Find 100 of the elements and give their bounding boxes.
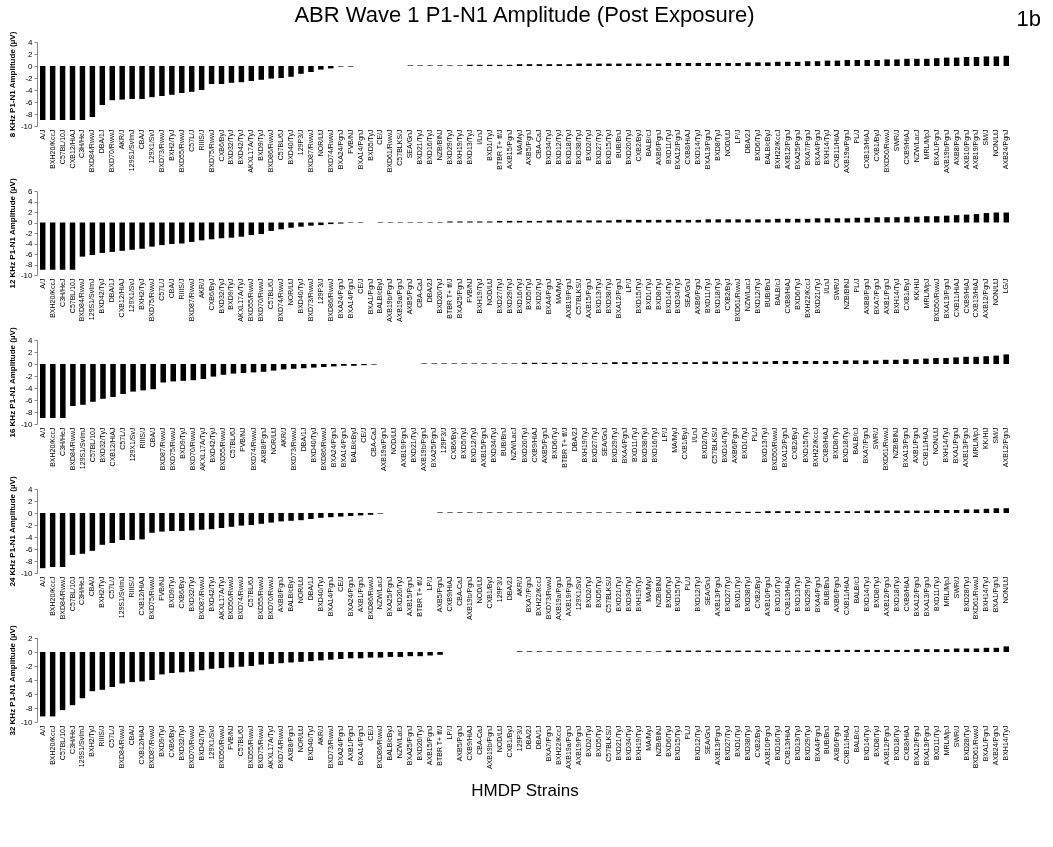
bar bbox=[248, 66, 255, 81]
bar bbox=[963, 356, 969, 364]
bar bbox=[268, 222, 274, 231]
bar bbox=[775, 61, 781, 66]
y-tick-label: -2 bbox=[25, 228, 34, 238]
bar bbox=[873, 360, 879, 364]
bar bbox=[150, 364, 156, 390]
y-tick-label: -6 bbox=[25, 97, 34, 107]
bar bbox=[785, 218, 791, 223]
bar bbox=[298, 66, 304, 74]
bar bbox=[278, 222, 284, 230]
y-tick-label: -10 bbox=[20, 568, 34, 578]
bar bbox=[894, 59, 900, 66]
bar bbox=[258, 66, 264, 80]
bar bbox=[993, 355, 999, 364]
bar bbox=[288, 222, 294, 228]
bar bbox=[814, 218, 821, 223]
bar bbox=[596, 220, 602, 223]
bar bbox=[842, 360, 849, 364]
bar bbox=[715, 219, 721, 223]
bar bbox=[745, 219, 751, 223]
y-tick-label: -8 bbox=[25, 703, 34, 713]
bar bbox=[208, 66, 215, 84]
y-tick-label: -8 bbox=[25, 407, 34, 417]
y-tick-label: 2 bbox=[28, 496, 34, 506]
bar bbox=[268, 66, 274, 79]
bar bbox=[100, 364, 106, 399]
y-tick-label: -8 bbox=[25, 556, 34, 566]
bar bbox=[278, 66, 284, 78]
y-axis-title: 12 KHz P1-N1 Amplitude (µV) bbox=[7, 178, 17, 289]
y-tick-label: -6 bbox=[25, 544, 34, 554]
bar bbox=[160, 364, 166, 383]
bar bbox=[230, 364, 237, 374]
bar bbox=[973, 356, 979, 364]
bar bbox=[260, 364, 267, 372]
bar bbox=[914, 58, 920, 66]
bar bbox=[715, 63, 721, 66]
bar bbox=[732, 361, 739, 364]
bar bbox=[655, 219, 662, 223]
bar bbox=[159, 222, 165, 246]
bar bbox=[844, 60, 851, 66]
bar bbox=[328, 66, 334, 69]
bar bbox=[159, 66, 165, 96]
y-axis-title: 8 KHz P1-N1 Amplitude (µV) bbox=[7, 31, 17, 138]
bar bbox=[814, 61, 821, 66]
bar bbox=[308, 66, 314, 72]
bar bbox=[616, 219, 622, 223]
bar bbox=[862, 360, 869, 364]
bar bbox=[90, 364, 96, 402]
bar bbox=[953, 215, 960, 223]
y-tick-label: -4 bbox=[25, 383, 34, 393]
bar bbox=[914, 216, 920, 223]
bar bbox=[109, 222, 115, 252]
y-tick-label: 2 bbox=[28, 633, 34, 643]
x-axis-title: HMDP Strains bbox=[471, 781, 579, 801]
bar bbox=[934, 216, 940, 223]
bar bbox=[139, 66, 145, 99]
bar bbox=[883, 359, 889, 364]
bar bbox=[745, 62, 751, 66]
bar bbox=[824, 218, 831, 223]
bar bbox=[645, 219, 652, 223]
bar bbox=[149, 222, 155, 247]
bar bbox=[904, 58, 910, 66]
bar bbox=[318, 66, 324, 70]
bar bbox=[576, 220, 582, 223]
bar bbox=[1003, 212, 1010, 223]
y-axis-title: 24 KHz P1-N1 Amplitude (µV) bbox=[7, 476, 17, 587]
bar bbox=[934, 58, 940, 66]
bar bbox=[331, 364, 337, 367]
y-tick-label: -10 bbox=[20, 717, 34, 727]
y-tick-label: 2 bbox=[28, 207, 34, 217]
bar bbox=[80, 364, 86, 405]
y-tick-label: -8 bbox=[25, 260, 34, 269]
y-tick-label: 6 bbox=[28, 186, 34, 196]
bar bbox=[755, 62, 761, 66]
bar bbox=[943, 358, 949, 364]
bar bbox=[79, 222, 86, 257]
bar bbox=[923, 358, 929, 364]
bar bbox=[49, 222, 56, 270]
bar bbox=[804, 61, 811, 66]
bar bbox=[1003, 354, 1009, 364]
bar bbox=[722, 361, 728, 364]
bar bbox=[228, 66, 235, 83]
bar bbox=[626, 63, 632, 66]
bar bbox=[59, 222, 66, 270]
y-tick-label: -6 bbox=[25, 689, 34, 699]
bar bbox=[310, 364, 317, 368]
y-tick-label: -4 bbox=[25, 239, 34, 248]
y-tick-label: -10 bbox=[20, 419, 34, 429]
bar bbox=[238, 66, 245, 83]
y-tick-label: 0 bbox=[28, 647, 34, 657]
bar bbox=[228, 222, 235, 238]
bar bbox=[963, 57, 970, 66]
bar bbox=[924, 58, 930, 66]
bar bbox=[586, 63, 592, 66]
bar bbox=[705, 219, 712, 223]
y-tick-label: -2 bbox=[25, 661, 34, 671]
bar bbox=[69, 222, 76, 270]
y-tick-label: -6 bbox=[25, 249, 34, 259]
bar bbox=[993, 56, 1000, 66]
